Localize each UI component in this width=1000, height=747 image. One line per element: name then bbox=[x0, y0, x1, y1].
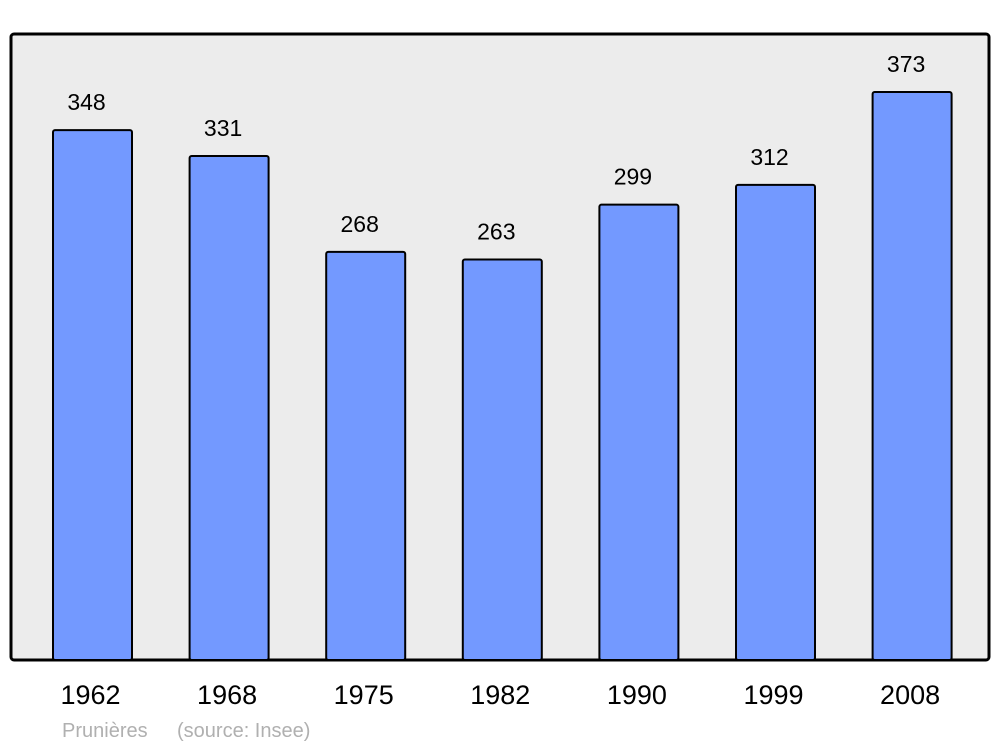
data-label-1968: 331 bbox=[204, 115, 242, 141]
x-tick-label-1982: 1982 bbox=[470, 680, 530, 710]
bar-1968 bbox=[188, 154, 270, 662]
bar-2008 bbox=[871, 91, 953, 661]
x-tick-label-1968: 1968 bbox=[197, 680, 257, 710]
bar-1962 bbox=[52, 129, 133, 661]
bar-1982 bbox=[461, 258, 543, 661]
bar-1975 bbox=[325, 250, 407, 661]
data-label-1962: 348 bbox=[67, 89, 105, 115]
x-tick-label-1962: 1962 bbox=[60, 680, 120, 710]
data-label-1990: 299 bbox=[614, 164, 652, 190]
x-tick-label-1999: 1999 bbox=[743, 680, 803, 710]
footer-place: Prunières bbox=[62, 720, 148, 742]
x-tick-label-2008: 2008 bbox=[880, 680, 940, 710]
bar-1990 bbox=[598, 203, 680, 661]
data-label-2008: 373 bbox=[887, 51, 925, 77]
footer-source: (source: Insee) bbox=[177, 720, 310, 742]
data-label-1975: 268 bbox=[341, 211, 379, 237]
data-label-1982: 263 bbox=[477, 219, 515, 245]
x-tick-label-1975: 1975 bbox=[334, 680, 394, 710]
bar-1999 bbox=[735, 183, 816, 661]
x-tick-label-1990: 1990 bbox=[607, 680, 667, 710]
data-label-1999: 312 bbox=[750, 144, 788, 170]
